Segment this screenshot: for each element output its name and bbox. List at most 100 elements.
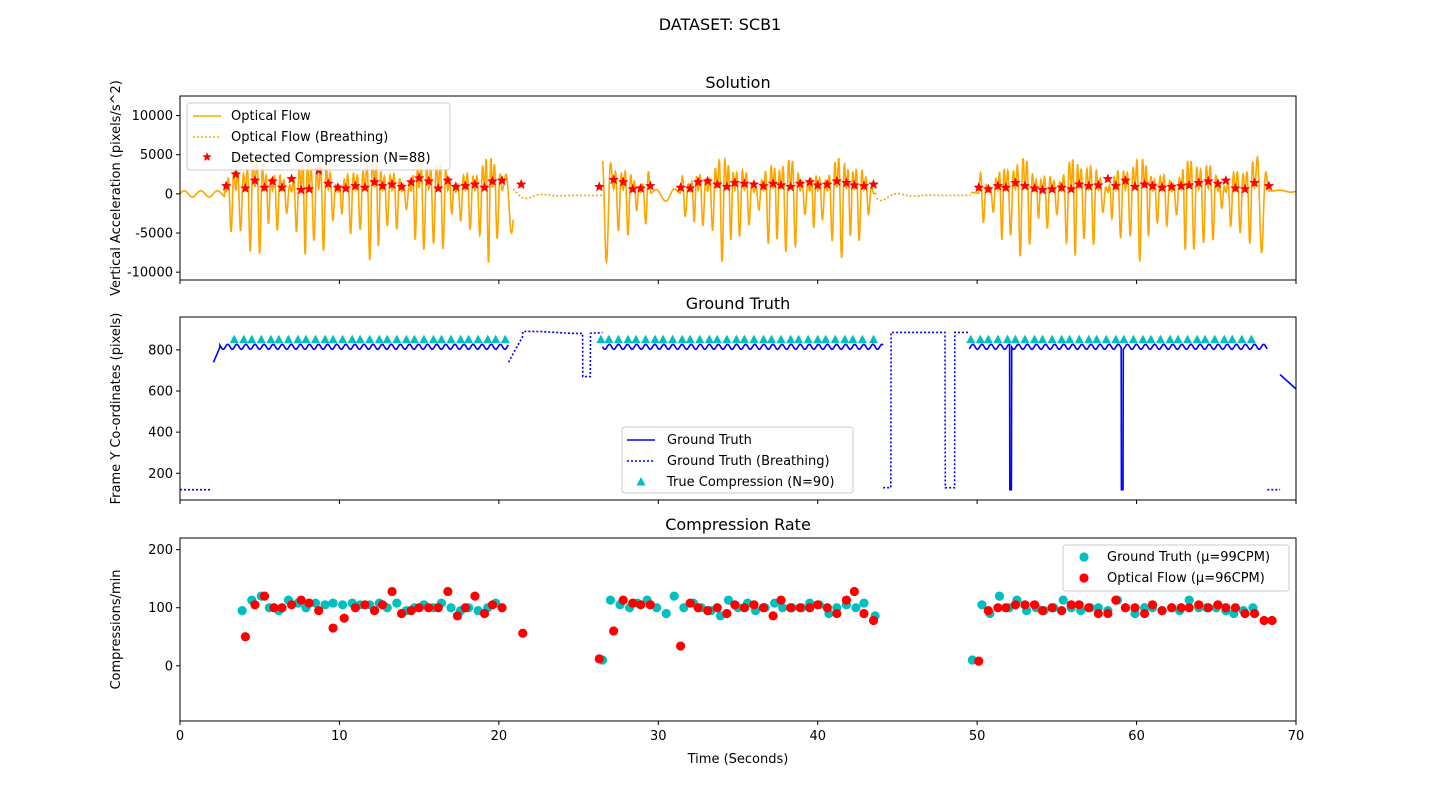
optical-flow-rate-point	[1057, 606, 1067, 616]
optical-flow-rate-point	[1130, 603, 1140, 613]
true-compression-point	[1146, 334, 1156, 344]
detected-compression-point	[992, 180, 1004, 191]
x-tick-label: 70	[1288, 729, 1305, 744]
x-tick-label: 40	[809, 729, 826, 744]
optical-flow-rate-point	[768, 611, 778, 621]
optical-flow-rate-point	[1184, 603, 1194, 613]
y-tick-label: 200	[148, 543, 173, 558]
detected-compression-point	[1183, 179, 1195, 190]
detected-compression-point	[1220, 174, 1232, 186]
optical-flow-rate-point	[822, 603, 832, 613]
y-axis-label: Vertical Acceleration (pixels/s^2)	[109, 80, 124, 296]
true-compression-point	[631, 334, 641, 344]
optical-flow-rate-point	[497, 603, 507, 613]
optical-flow-rate-point	[1249, 608, 1260, 619]
true-compression-point	[993, 334, 1003, 344]
detected-compression-point	[479, 181, 490, 193]
plot-area	[180, 330, 1296, 491]
detected-compression-point	[249, 174, 261, 186]
optical-flow-rate-point	[414, 603, 424, 613]
optical-flow-rate-point	[259, 591, 270, 601]
ground-truth-rate-point	[392, 598, 402, 608]
optical-flow-rate-point	[277, 603, 287, 613]
y-tick-label: 0	[165, 659, 173, 674]
detected-compression-point	[608, 174, 620, 185]
true-compression-point	[1057, 334, 1067, 344]
true-compression-point	[786, 334, 796, 344]
true-compression-point	[759, 334, 769, 344]
ground-truth-breathing-line	[883, 331, 970, 489]
optical-flow-rate-point	[868, 615, 879, 626]
detected-compression-point	[617, 176, 629, 187]
y-tick-label: 800	[148, 343, 173, 358]
legend-swatch-detected-compression	[202, 152, 212, 161]
legend-swatch-ground-truth-rate	[1079, 552, 1089, 562]
true-compression-point	[722, 334, 732, 344]
true-compression-point	[274, 334, 284, 344]
detected-compression-point	[340, 182, 352, 193]
legend-label: Optical Flow	[231, 109, 311, 124]
detected-compression-point	[738, 177, 750, 189]
true-compression-point	[1074, 334, 1084, 344]
ground-truth-rate-point	[778, 603, 788, 613]
optical-flow-rate-point	[296, 595, 306, 605]
optical-flow-line	[180, 157, 514, 263]
true-compression-point	[857, 334, 867, 344]
true-compression-point	[229, 334, 239, 344]
optical-flow-rate-point	[609, 626, 619, 636]
plot-area	[237, 586, 1277, 666]
true-compression-point	[1065, 334, 1075, 344]
optical-flow-rate-point	[1010, 600, 1021, 610]
detected-compression-point	[1193, 177, 1205, 188]
axes-frame	[179, 316, 1297, 501]
true-compression-point	[419, 334, 429, 344]
true-compression-point	[436, 334, 446, 344]
detected-compression-point	[377, 180, 388, 191]
detected-compression-point	[267, 175, 278, 186]
optical-flow-rate-point	[676, 641, 686, 651]
optical-flow-rate-point	[749, 600, 759, 610]
x-axis-label: Time (Seconds)	[687, 752, 789, 767]
detected-compression-point	[487, 175, 498, 186]
optical-flow-rate-point	[328, 623, 338, 633]
optical-flow-rate-point	[470, 591, 480, 601]
optical-flow-rate-point	[1111, 595, 1121, 605]
true-compression-point	[1038, 334, 1048, 344]
optical-flow-breathing-line	[876, 192, 971, 202]
legend-swatch-true-compression	[636, 477, 646, 486]
detected-compression-point	[469, 178, 481, 190]
legend-label: Ground Truth (μ=99CPM)	[1107, 550, 1270, 565]
optical-flow-rate-point	[1047, 603, 1057, 613]
detected-compression-point	[684, 182, 696, 193]
detected-compression-point	[496, 174, 508, 186]
ground-truth-line	[1279, 374, 1296, 390]
detected-compression-point	[812, 179, 824, 190]
detected-compression-point	[1166, 181, 1178, 192]
true-compression-point	[355, 334, 365, 344]
y-tick-label: 5000	[140, 148, 173, 163]
optical-flow-rate-point	[693, 603, 703, 613]
optical-flow-rate-point	[841, 595, 852, 605]
optical-flow-rate-point	[487, 600, 498, 610]
detected-compression-point	[442, 174, 454, 186]
true-compression-point	[392, 334, 402, 344]
optical-flow-rate-point	[314, 606, 324, 616]
detected-compression-point	[1110, 180, 1122, 191]
detected-compression-point	[1147, 180, 1158, 191]
optical-flow-rate-point	[1120, 603, 1131, 613]
detected-compression-point	[230, 168, 242, 179]
true-compression-point	[456, 334, 466, 344]
optical-flow-rate-point	[859, 608, 869, 619]
true-compression-point	[1173, 334, 1183, 344]
legend-label: Detected Compression (N=88)	[231, 151, 431, 166]
optical-flow-rate-point	[1203, 603, 1213, 613]
detected-compression-point	[758, 180, 769, 191]
optical-flow-rate-point	[350, 603, 360, 613]
true-compression-point	[650, 334, 660, 344]
true-compression-point	[320, 334, 330, 344]
ground-truth-rate-point	[310, 598, 321, 608]
detected-compression-point	[848, 179, 860, 190]
detected-compression-point	[432, 182, 444, 193]
legend-label: Ground Truth (Breathing)	[667, 454, 830, 469]
